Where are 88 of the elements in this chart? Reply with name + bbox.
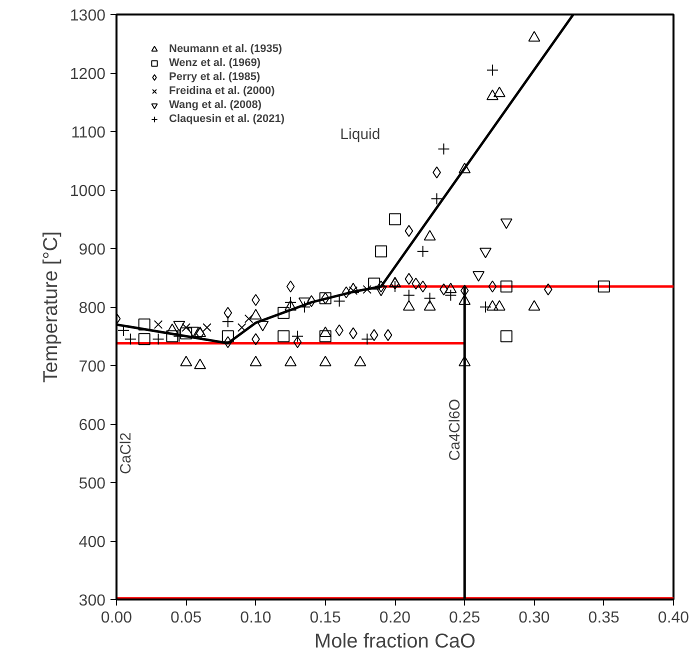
point xyxy=(493,86,506,98)
y-tick-label: 700 xyxy=(78,358,106,376)
point xyxy=(138,318,150,331)
point xyxy=(376,280,386,293)
point xyxy=(493,300,506,311)
point xyxy=(224,336,232,348)
point xyxy=(370,329,378,342)
annotation: Liquid xyxy=(340,126,380,143)
legend-label: Claquesin et al. (2021) xyxy=(169,112,285,126)
point xyxy=(486,90,498,100)
point xyxy=(237,323,246,332)
point xyxy=(424,300,436,311)
point xyxy=(598,280,610,293)
x-tick-label: 0.05 xyxy=(170,610,202,626)
point xyxy=(166,330,178,342)
y-tick-label: 400 xyxy=(78,534,106,551)
y-tick-label: 900 xyxy=(78,242,106,258)
point xyxy=(528,31,540,42)
point xyxy=(375,245,388,258)
point xyxy=(307,295,316,308)
point xyxy=(404,224,414,237)
point xyxy=(354,356,366,366)
point xyxy=(458,162,471,174)
point xyxy=(284,300,297,311)
point xyxy=(486,300,498,311)
point xyxy=(348,286,358,296)
point xyxy=(182,323,191,332)
legend-label: Freidina et al. (2000) xyxy=(169,84,275,98)
y-tick-label: 1000 xyxy=(70,183,106,200)
point xyxy=(412,278,420,290)
point xyxy=(202,323,212,332)
legend-label: Neumann et al. (1935) xyxy=(169,42,282,56)
y-tick-label: 600 xyxy=(78,417,106,434)
x-tick-label: 0.20 xyxy=(379,610,411,626)
y-axis-title: Temperature [°C] xyxy=(40,231,62,383)
point xyxy=(458,294,471,305)
point xyxy=(347,282,360,294)
annotation: CaCl2 xyxy=(118,432,135,474)
point xyxy=(138,333,150,346)
x-tick-label: 0.35 xyxy=(588,610,620,626)
x-tick-label: 0.15 xyxy=(310,610,342,626)
point xyxy=(424,230,436,240)
annotation: Ca4Cl6O xyxy=(446,398,464,461)
point xyxy=(222,330,234,342)
point xyxy=(319,330,332,342)
point xyxy=(404,272,414,285)
point xyxy=(284,356,297,366)
y-tick-label: 1200 xyxy=(70,66,106,83)
point xyxy=(500,280,512,293)
y-tick-label: 1300 xyxy=(70,8,106,24)
point xyxy=(319,356,332,366)
x-axis-title: Mole fraction CaO xyxy=(314,630,476,652)
x-tick-label: 0.10 xyxy=(240,610,272,626)
point xyxy=(194,358,206,370)
point xyxy=(458,356,471,366)
point xyxy=(278,330,290,342)
y-tick-label: 1100 xyxy=(71,124,106,142)
point xyxy=(278,306,290,319)
point xyxy=(286,280,295,293)
point xyxy=(389,213,401,226)
y-tick-label: 500 xyxy=(78,476,106,492)
x-tick-label: 0.40 xyxy=(658,610,690,626)
legend-label: Wenz et al. (1969) xyxy=(169,56,260,70)
y-tick-label: 800 xyxy=(78,300,106,317)
point xyxy=(154,320,163,329)
legend-label: Wang et al. (2008) xyxy=(169,98,262,112)
x-tick-label: 0.00 xyxy=(100,610,132,626)
legend-label: Perry et al. (1985) xyxy=(169,70,260,84)
point xyxy=(528,300,540,311)
y-tick-label: 300 xyxy=(78,592,106,610)
point xyxy=(224,306,232,319)
point xyxy=(460,284,469,297)
x-tick-label: 0.30 xyxy=(518,610,550,626)
point xyxy=(402,300,415,311)
point xyxy=(293,336,302,348)
point xyxy=(180,327,192,340)
point xyxy=(500,330,512,342)
point xyxy=(250,356,262,366)
point xyxy=(180,356,192,366)
point xyxy=(384,329,392,342)
point xyxy=(244,314,254,324)
point xyxy=(488,280,497,293)
point xyxy=(166,324,178,334)
point xyxy=(444,282,457,294)
point xyxy=(368,278,380,290)
point xyxy=(418,280,428,293)
point xyxy=(362,285,372,294)
x-tick-label: 0.25 xyxy=(449,610,480,626)
